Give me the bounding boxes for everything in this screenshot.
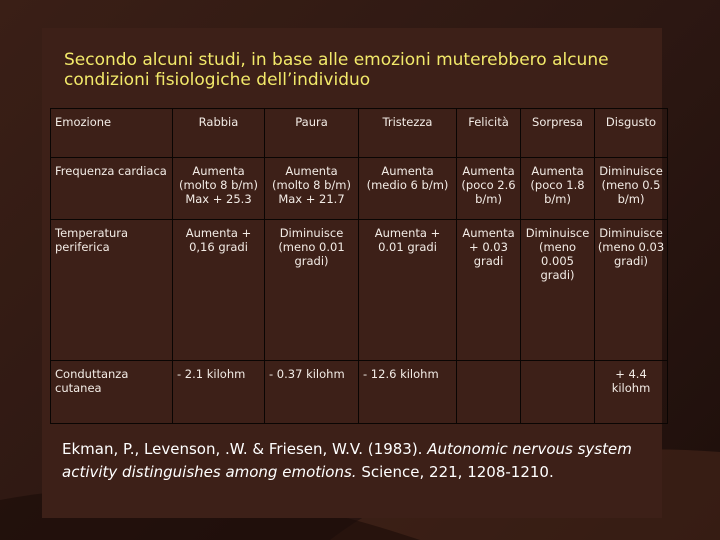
table-cell: Aumenta + 0.03 gradi — [456, 218, 521, 361]
table-cell: + 4.4 kilohm — [594, 359, 668, 425]
table-row-frequenza-cardiaca: Frequenza cardiaca Aumenta (molto 8 b/m)… — [50, 156, 668, 220]
column-header-disgusto: Disgusto — [594, 108, 668, 158]
emotion-table: Emozione Rabbia Paura Tristezza Felicità… — [50, 108, 668, 425]
table-cell: Aumenta + 0.01 gradi — [358, 218, 457, 361]
table-cell: Aumenta (medio 6 b/m) — [358, 156, 457, 220]
table-cell: Aumenta (molto 8 b/m) Max + 21.7 — [264, 156, 359, 220]
column-header-tristezza: Tristezza — [358, 108, 457, 158]
column-header-emozione: Emozione — [50, 108, 173, 158]
table-cell: - 12.6 kilohm — [358, 359, 457, 425]
citation-title: Autonomic nervous system activity distin… — [62, 440, 632, 481]
table-cell: Diminuisce (meno 0.03 gradi) — [594, 218, 668, 361]
table-cell: Diminuisce (meno 0.5 b/m) — [594, 156, 668, 220]
table-cell: Aumenta (poco 1.8 b/m) — [520, 156, 595, 220]
table-row-temperatura-periferica: Temperatura periferica Aumenta + 0,16 gr… — [50, 218, 668, 361]
table-cell — [520, 359, 595, 425]
column-header-felicita: Felicità — [456, 108, 521, 158]
table-row-conduttanza-cutanea: Conduttanza cutanea - 2.1 kilohm - 0.37 … — [50, 359, 668, 425]
table-cell: - 2.1 kilohm — [172, 359, 265, 425]
slide-title: Secondo alcuni studi, in base alle emozi… — [64, 50, 609, 90]
table-cell: Diminuisce (meno 0.01 gradi) — [264, 218, 359, 361]
table-cell: Aumenta + 0,16 gradi — [172, 218, 265, 361]
citation-authors: Ekman, P., Levenson, .W. & Friesen, W.V.… — [62, 440, 423, 458]
column-header-sorpresa: Sorpresa — [520, 108, 595, 158]
table-cell — [456, 359, 521, 425]
table-cell: Aumenta (poco 2.6 b/m) — [456, 156, 521, 220]
row-label: Frequenza cardiaca — [50, 156, 173, 220]
row-label: Conduttanza cutanea — [50, 359, 173, 425]
citation: Ekman, P., Levenson, .W. & Friesen, W.V.… — [62, 438, 672, 484]
table-cell: - 0.37 kilohm — [264, 359, 359, 425]
citation-source: Science, 221, 1208-1210. — [361, 463, 554, 481]
table-cell: Diminuisce (meno 0.005 gradi) — [520, 218, 595, 361]
column-header-paura: Paura — [264, 108, 359, 158]
table-cell: Aumenta (molto 8 b/m) Max + 25.3 — [172, 156, 265, 220]
column-header-rabbia: Rabbia — [172, 108, 265, 158]
table-header-row: Emozione Rabbia Paura Tristezza Felicità… — [50, 108, 668, 158]
row-label: Temperatura periferica — [50, 218, 173, 361]
